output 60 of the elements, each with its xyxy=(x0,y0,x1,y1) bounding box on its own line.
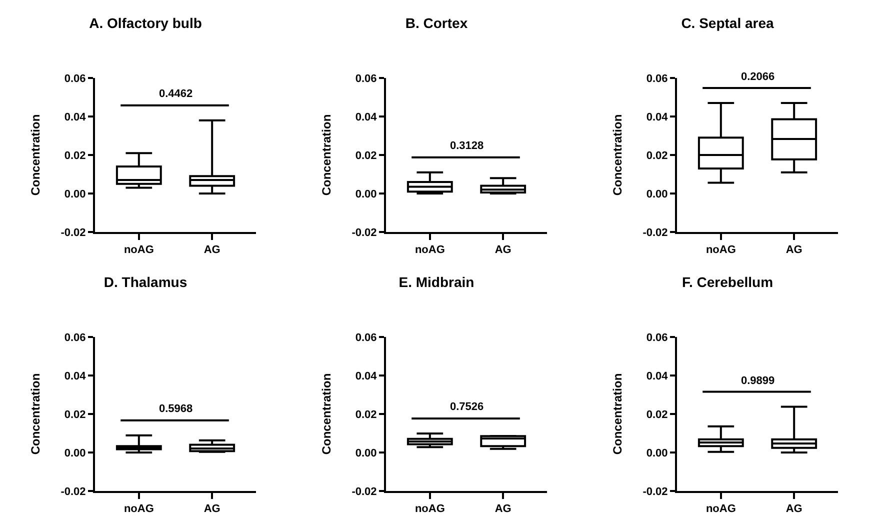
y-tick-label: 0.02 xyxy=(355,408,377,421)
chart-title: D. Thalamus xyxy=(104,274,188,290)
y-axis-title: Concentration xyxy=(320,373,334,455)
y-tick-label: -0.02 xyxy=(60,226,86,239)
y-tick-label: 0.04 xyxy=(646,370,669,382)
x-tick-label: AG xyxy=(786,503,802,516)
chart-title: C. Septal area xyxy=(681,14,774,31)
x-tick-label: noAG xyxy=(706,244,736,256)
chart-title: F. Cerebellum xyxy=(682,274,774,290)
y-tick-label: 0.06 xyxy=(64,332,86,344)
y-tick-label: 0.00 xyxy=(355,188,377,200)
y-tick-label: 0.06 xyxy=(64,72,86,85)
annotation: 0.3128 xyxy=(450,140,484,152)
x-tick-label: AG xyxy=(204,244,220,256)
x-tick-label: AG xyxy=(204,503,220,516)
y-tick-label: 0.04 xyxy=(64,111,87,124)
y-axis-title: Concentration xyxy=(28,373,43,455)
y-axis-title: Concentration xyxy=(320,114,334,196)
x-tick-label: noAG xyxy=(414,244,445,256)
y-tick-label: 0.00 xyxy=(355,447,377,460)
annotation: 0.9899 xyxy=(741,375,775,387)
annotation: 0.5968 xyxy=(159,403,193,415)
y-tick-label: -0.02 xyxy=(642,486,668,498)
y-tick-label: 0.06 xyxy=(646,332,668,344)
y-tick-label: 0.06 xyxy=(355,332,377,344)
y-tick-label: 0.02 xyxy=(64,150,86,162)
x-tick-label: AG xyxy=(494,244,512,256)
y-tick-label: 0.00 xyxy=(646,188,668,200)
annotation: 0.7526 xyxy=(450,401,484,413)
y-tick-label: -0.02 xyxy=(352,486,377,498)
y-tick-label: 0.04 xyxy=(355,111,378,124)
y-axis-title: Concentration xyxy=(610,114,625,196)
x-tick-label: AG xyxy=(494,503,512,516)
chart-title: A. Olfactory bulb xyxy=(89,14,202,31)
chart-title: B. Cortex xyxy=(405,14,468,31)
y-tick-label: 0.02 xyxy=(646,150,668,162)
y-tick-label: 0.02 xyxy=(355,150,377,162)
x-tick-label: noAG xyxy=(124,503,154,516)
y-tick-label: 0.04 xyxy=(646,111,669,124)
x-tick-label: noAG xyxy=(706,503,736,516)
y-tick-label: -0.02 xyxy=(352,226,377,239)
annotation: 0.4462 xyxy=(159,88,193,100)
y-tick-label: 0.00 xyxy=(646,447,668,460)
y-tick-label: 0.04 xyxy=(355,370,378,382)
y-tick-label: -0.02 xyxy=(642,226,668,239)
y-tick-label: 0.02 xyxy=(646,408,668,421)
y-tick-label: 0.02 xyxy=(64,408,86,421)
chart-title: E. Midbrain xyxy=(398,274,474,290)
x-tick-label: noAG xyxy=(414,503,445,516)
y-tick-label: 0.00 xyxy=(64,188,86,200)
y-axis-title: Concentration xyxy=(610,373,625,455)
y-tick-label: -0.02 xyxy=(60,486,86,498)
y-tick-label: 0.06 xyxy=(355,72,377,85)
y-axis-title: Concentration xyxy=(28,114,43,196)
annotation: 0.2066 xyxy=(741,71,775,83)
x-tick-label: noAG xyxy=(124,244,154,256)
y-tick-label: 0.00 xyxy=(64,447,86,460)
y-tick-label: 0.04 xyxy=(64,370,87,382)
y-tick-label: 0.06 xyxy=(646,72,668,85)
x-tick-label: AG xyxy=(786,244,802,256)
